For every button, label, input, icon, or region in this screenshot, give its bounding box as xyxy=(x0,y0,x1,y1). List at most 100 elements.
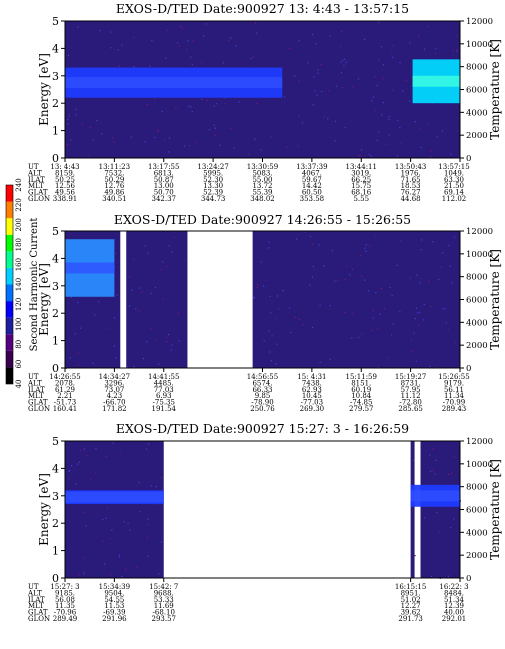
ephemeris-value: 13.00 xyxy=(154,182,174,190)
ephemeris-value: 13:44:11 xyxy=(346,163,377,171)
y-right-tick-label: 8000 xyxy=(466,63,488,73)
ephemeris-value: 11.53 xyxy=(104,602,124,610)
noise-speck xyxy=(438,278,440,281)
noise-speck xyxy=(392,45,394,47)
noise-speck xyxy=(92,139,94,141)
noise-speck xyxy=(304,231,306,233)
noise-speck xyxy=(388,118,390,120)
ephemeris-label: GLAT xyxy=(28,609,48,617)
noise-speck xyxy=(430,150,432,152)
noise-speck xyxy=(321,90,323,93)
noise-speck xyxy=(155,339,157,341)
ephemeris-value: 289.49 xyxy=(53,615,78,623)
ephemeris-label: ILAT xyxy=(28,386,45,394)
colorbar-segment xyxy=(6,301,13,318)
ephemeris-value: 13:24:27 xyxy=(197,163,228,171)
noise-speck xyxy=(399,126,401,129)
ephemeris-value: 9.85 xyxy=(255,392,271,400)
noise-speck xyxy=(334,140,336,142)
ephemeris-value: 55.39 xyxy=(252,189,272,197)
noise-speck xyxy=(314,90,316,92)
noise-speck xyxy=(430,575,433,577)
colorbar-frame xyxy=(5,184,14,385)
noise-speck xyxy=(359,154,361,156)
ephemeris-value: 49.86 xyxy=(104,189,125,197)
noise-speck xyxy=(352,85,354,88)
noise-speck xyxy=(250,57,253,60)
ephemeris-value: -51.73 xyxy=(54,399,76,407)
ephemeris-value: 10.45 xyxy=(302,392,322,400)
y-right-tick-label: 4000 xyxy=(466,318,488,328)
ephemeris-value: 5995. xyxy=(203,169,223,177)
ephemeris-value: -75.35 xyxy=(153,399,175,407)
noise-speck xyxy=(392,89,394,91)
y-axis-label: Energy [eV] xyxy=(37,473,51,546)
noise-speck xyxy=(147,443,150,445)
colorbar-label: Second Harmonic Current xyxy=(29,218,40,352)
ephemeris-value: 56.11 xyxy=(444,386,464,394)
noise-speck xyxy=(254,139,256,141)
noise-speck xyxy=(156,503,158,505)
noise-speck xyxy=(97,301,100,303)
noise-speck xyxy=(146,537,148,539)
noise-speck xyxy=(361,333,363,335)
noise-speck xyxy=(67,123,69,125)
noise-speck xyxy=(190,56,192,58)
noise-speck xyxy=(419,282,421,284)
noise-speck xyxy=(288,47,291,50)
noise-speck xyxy=(106,507,108,510)
noise-speck xyxy=(409,277,412,279)
noise-speck xyxy=(294,75,296,77)
y-axis-label: Energy [eV] xyxy=(37,263,51,336)
y-right-tick-label: 6000 xyxy=(466,86,488,96)
noise-speck xyxy=(317,69,319,71)
noise-speck xyxy=(87,154,89,156)
noise-speck xyxy=(78,573,80,575)
noise-speck xyxy=(102,518,104,521)
noise-speck xyxy=(329,35,331,37)
noise-speck xyxy=(129,529,131,531)
ephemeris-value: 15:19:27 xyxy=(395,373,426,381)
y-tick-label: 3 xyxy=(52,280,59,293)
data-interval-3 xyxy=(252,231,460,368)
ephemeris-value: 13:11:23 xyxy=(99,163,130,171)
ephemeris-value: 15:27: 3 xyxy=(50,583,79,591)
data-interval-2 xyxy=(126,231,188,368)
noise-speck xyxy=(131,289,133,291)
noise-speck xyxy=(105,517,107,519)
noise-speck xyxy=(154,286,157,289)
noise-speck xyxy=(157,129,159,131)
colorbar-segment xyxy=(6,284,13,302)
noise-speck xyxy=(450,527,452,529)
y-tick-label: 4 xyxy=(52,42,59,55)
noise-speck xyxy=(256,32,258,34)
noise-speck xyxy=(372,96,375,98)
noise-speck xyxy=(318,244,320,246)
noise-speck xyxy=(335,85,338,87)
noise-speck xyxy=(311,326,314,329)
noise-speck xyxy=(416,274,418,276)
y-right-tick-label: 0 xyxy=(466,364,471,374)
ephemeris-value: 15: 4:31 xyxy=(297,373,326,381)
noise-speck xyxy=(379,313,381,315)
ephemeris-label: ILAT xyxy=(28,176,45,184)
noise-speck xyxy=(158,573,160,575)
noise-speck xyxy=(83,573,85,575)
noise-speck xyxy=(68,478,70,480)
noise-speck xyxy=(135,308,137,310)
ephemeris-value: 68.16 xyxy=(351,189,372,197)
noise-speck xyxy=(399,239,402,241)
ephemeris-value: 16:15:15 xyxy=(395,583,426,591)
noise-speck xyxy=(133,66,135,68)
ephemeris-label: ALT xyxy=(27,169,42,177)
noise-speck xyxy=(454,341,456,344)
ephemeris-value: 7532. xyxy=(104,169,124,177)
noise-speck xyxy=(187,40,189,42)
noise-speck xyxy=(76,463,79,465)
noise-speck xyxy=(168,137,171,139)
y-tick-label: 1 xyxy=(52,335,59,348)
data-interval-2 xyxy=(410,441,415,578)
noise-speck xyxy=(451,282,453,284)
noise-speck xyxy=(161,261,164,263)
noise-speck xyxy=(256,284,259,286)
